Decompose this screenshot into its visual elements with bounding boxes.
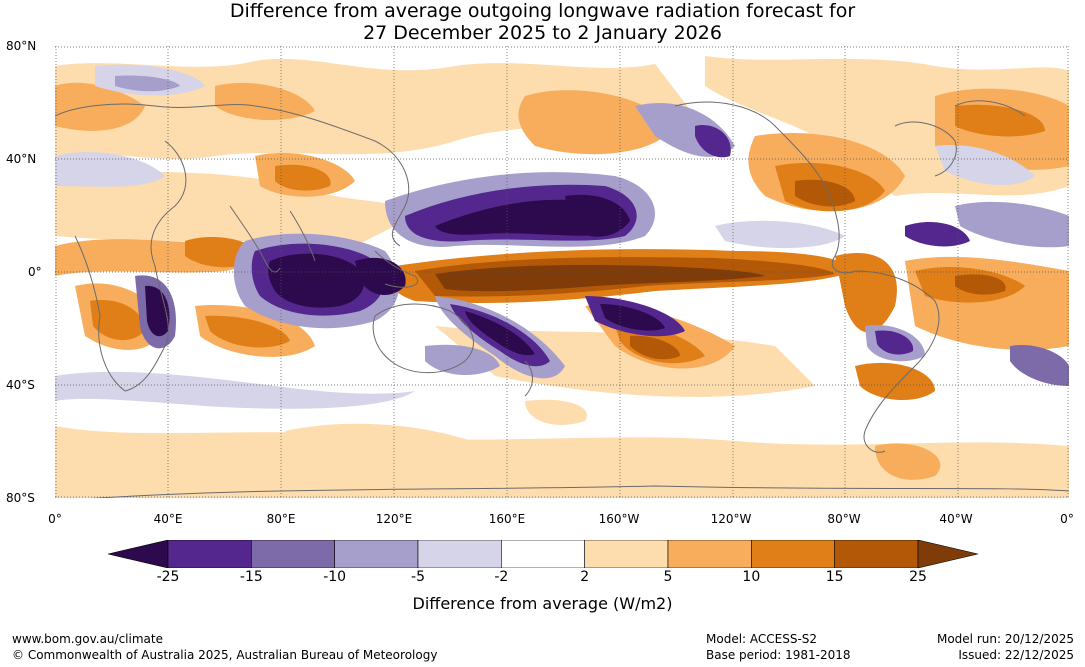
- olr-anomaly-map: [55, 46, 1069, 498]
- lon-label-80e: 80°E: [266, 512, 296, 526]
- colorbar-segment: [501, 540, 585, 568]
- graticule: [55, 46, 1069, 498]
- lat-label-equator: 0°: [28, 265, 42, 279]
- colorbar-tick-label: -10: [323, 569, 347, 585]
- lat-label-80n: 80°N: [6, 39, 37, 53]
- lon-label-160w: 160°W: [598, 512, 640, 526]
- lon-label-120e: 120°E: [375, 512, 413, 526]
- footer-base-period: Base period: 1981-2018: [706, 648, 851, 662]
- colorbar-segment: [167, 540, 252, 568]
- lat-label-40n: 40°N: [6, 152, 37, 166]
- colorbar-tick-label: -25: [156, 569, 180, 585]
- coastlines: [55, 100, 1069, 498]
- footer-website[interactable]: www.bom.gov.au/climate: [12, 632, 163, 646]
- anomaly-shading: [55, 56, 1069, 498]
- map-title-line1: Difference from average outgoing longwav…: [229, 0, 856, 22]
- lon-label-120w: 120°W: [710, 512, 752, 526]
- footer-copyright: © Commonwealth of Australia 2025, Austra…: [12, 648, 438, 662]
- colorbar-tick-label: -5: [411, 569, 425, 585]
- colorbar-extend-high: [917, 540, 978, 568]
- colorbar-extend-low: [108, 540, 169, 568]
- colorbar-segment: [667, 540, 752, 568]
- lon-label-40e: 40°E: [153, 512, 183, 526]
- map-title-line2: 27 December 2025 to 2 January 2026: [363, 22, 722, 44]
- lat-label-40s: 40°S: [6, 378, 35, 392]
- colorbar-tick-label: -15: [239, 569, 263, 585]
- footer-issued: Issued: 22/12/2025: [958, 648, 1074, 662]
- olr-anomaly-field: [55, 46, 1069, 498]
- colorbar-tick-label: 10: [742, 569, 761, 585]
- colorbar-segment: [334, 540, 419, 568]
- footer-model-run: Model run: 20/12/2025: [936, 632, 1074, 646]
- colorbar-segment: [834, 540, 919, 568]
- colorbar-tick-label: 25: [909, 569, 927, 585]
- lon-label-0-right: 0°: [1060, 512, 1074, 526]
- lat-label-80s: 80°S: [6, 491, 35, 505]
- footer-model: Model: ACCESS-S2: [706, 632, 818, 646]
- colorbar-segment: [417, 540, 502, 568]
- colorbar-tick-label: 2: [580, 569, 590, 585]
- lon-label-80w: 80°W: [827, 512, 861, 526]
- lon-label-160e: 160°E: [488, 512, 526, 526]
- colorbar-segment: [751, 540, 835, 568]
- lon-label-40w: 40°W: [939, 512, 973, 526]
- colorbar-tick-label: 15: [825, 569, 844, 585]
- colorbar-label: Difference from average (W/m2): [412, 594, 673, 613]
- colorbar-tick-label: -2: [494, 569, 509, 585]
- colorbar: [108, 540, 978, 568]
- colorbar-segment: [251, 540, 335, 568]
- colorbar-segment: [584, 540, 669, 568]
- colorbar-tick-label: 5: [663, 569, 673, 585]
- lon-label-0-left: 0°: [48, 512, 62, 526]
